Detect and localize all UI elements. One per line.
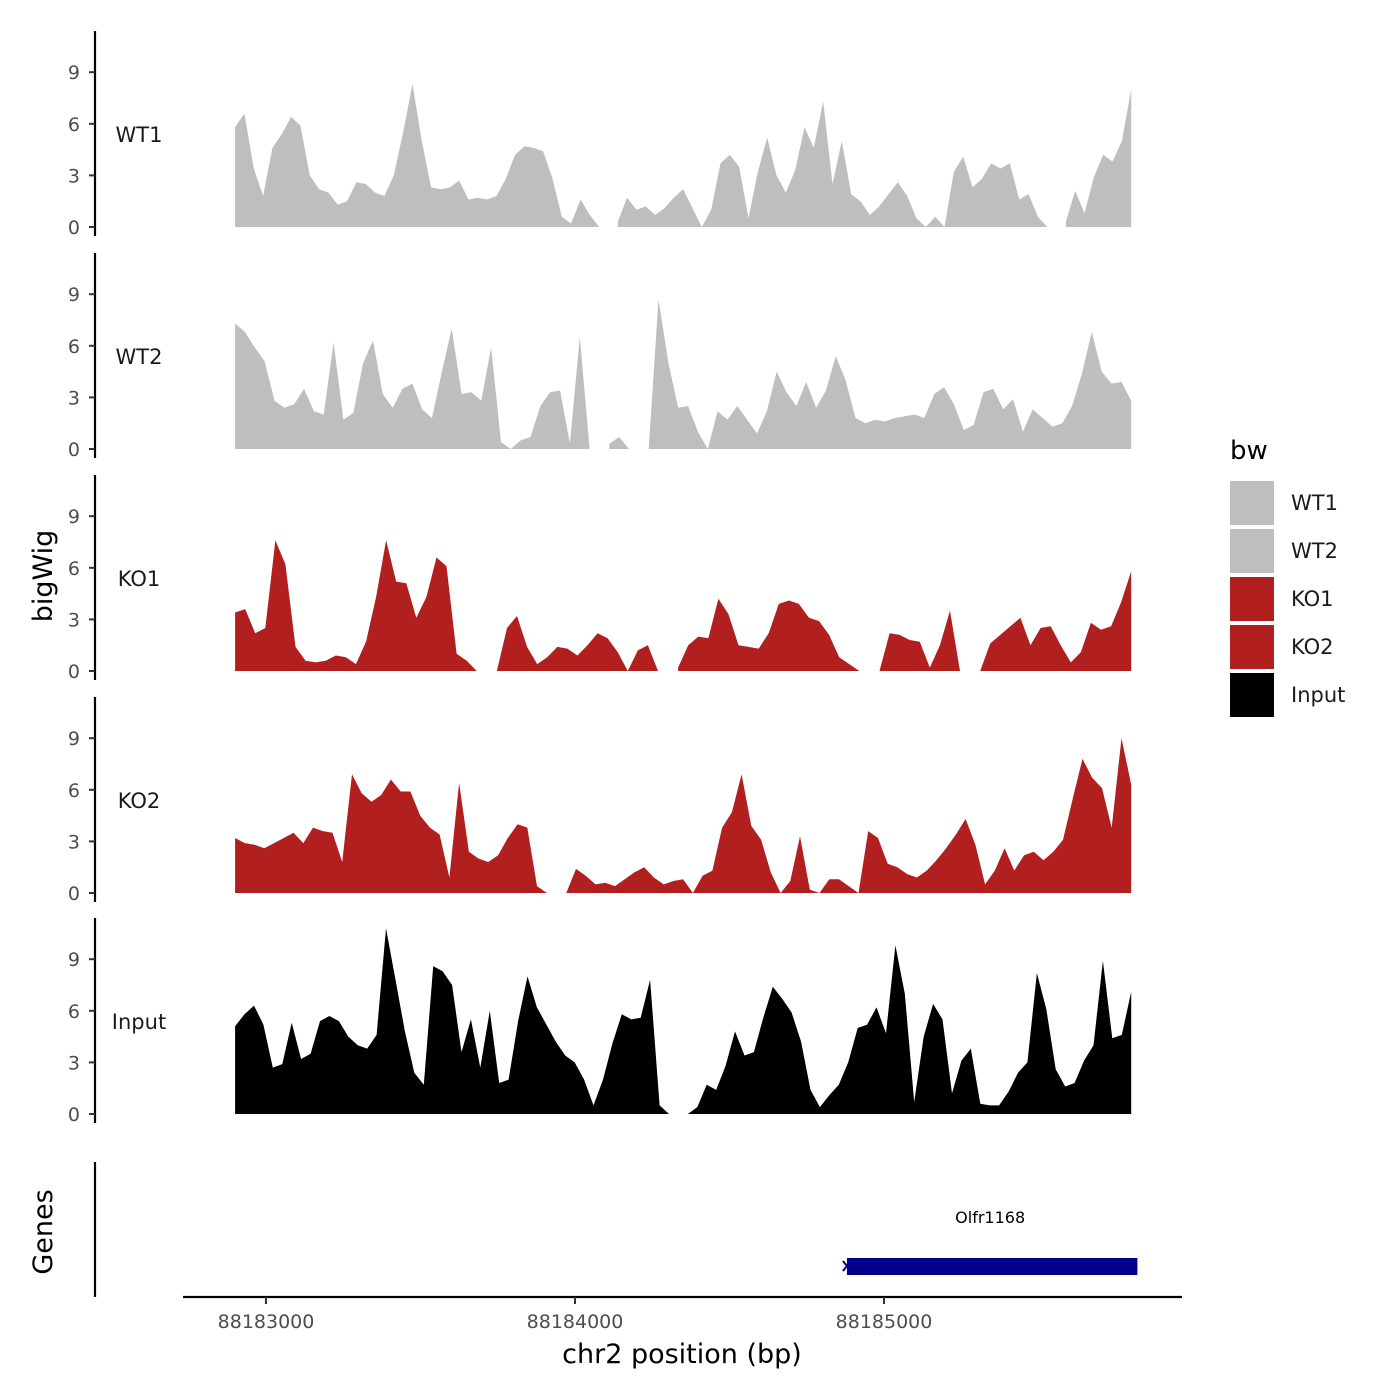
track-label: KO1: [118, 567, 161, 591]
y-tick-label: 3: [68, 609, 80, 631]
legend-swatch: [1230, 481, 1274, 525]
track-wt2: 0 3 6 9 WT2: [68, 253, 1132, 461]
coverage-area-ko2: [566, 738, 1132, 893]
strand-marker-icon: [842, 1260, 852, 1272]
legend-swatch: [1230, 673, 1274, 717]
coverage-area-ko1: [496, 616, 658, 671]
coverage-area-ko1: [235, 540, 477, 671]
legend-swatch: [1230, 625, 1274, 669]
track-label: WT1: [116, 123, 163, 147]
track-wt1: 0 3 6 9 WT1: [68, 31, 1132, 239]
legend: bw WT1 WT2 KO1 KO2 Input: [1230, 436, 1345, 717]
coverage-area-input: [687, 945, 1132, 1114]
y-tick-label: 3: [68, 165, 80, 187]
legend-label: WT1: [1291, 491, 1338, 515]
legend-item-ko1: KO1: [1230, 577, 1334, 621]
coverage-area-ko1: [678, 598, 860, 671]
y-tick-label: 9: [68, 506, 80, 528]
legend-item-wt2: WT2: [1230, 529, 1338, 573]
y-tick-label: 6: [68, 780, 80, 802]
y-tick-label: 9: [68, 62, 80, 84]
y-tick-label: 3: [68, 387, 80, 409]
y-tick-label: 0: [68, 439, 80, 461]
legend-label: KO1: [1291, 587, 1334, 611]
y-tick-label: 6: [68, 558, 80, 580]
y-tick-label: 6: [68, 114, 80, 136]
legend-label: WT2: [1291, 539, 1338, 563]
coverage-area-wt2: [648, 299, 1132, 449]
y-tick-label: 9: [68, 284, 80, 306]
x-axis-title: chr2 position (bp): [562, 1339, 802, 1370]
y-tick-label: 0: [68, 661, 80, 683]
legend-swatch: [1230, 577, 1274, 621]
gene-label: Olfr1168: [955, 1208, 1025, 1227]
gene-olfr1168: Olfr1168: [842, 1208, 1138, 1275]
track-label: Input: [112, 1010, 166, 1034]
track-input: 0 3 6 9 Input: [68, 918, 1132, 1126]
y-tick-label: 9: [68, 949, 80, 971]
coverage-area-ko1: [980, 571, 1132, 671]
y-tick-label: 6: [68, 1001, 80, 1023]
y-tick-label: 0: [68, 217, 80, 239]
y-axis-title: bigWig: [28, 530, 59, 623]
coverage-area-wt2: [235, 323, 590, 449]
y-tick-label: 9: [68, 728, 80, 750]
coverage-area-wt2: [609, 437, 629, 449]
x-tick-label: 88185000: [836, 1311, 933, 1333]
gene-body: [846, 1258, 1138, 1275]
x-tick-label: 88184000: [527, 1311, 624, 1333]
x-axis: 88183000 88184000 88185000: [183, 1295, 1182, 1333]
legend-title: bw: [1230, 436, 1268, 466]
legend-item-ko2: KO2: [1230, 625, 1334, 669]
track-label: KO2: [118, 789, 161, 813]
y-tick-label: 3: [68, 831, 80, 853]
bigwig-tracks: 0 3 6 9 WT1 0 3 6 9 WT2 0 3 6 9 KO1 0 3 6 9 KO2 0 3 6 9 Input: [68, 31, 1132, 1126]
track-label: WT2: [116, 345, 163, 369]
y-tick-label: 3: [68, 1052, 80, 1074]
legend-item-input: Input: [1230, 673, 1345, 717]
legend-label: Input: [1291, 683, 1345, 707]
y-tick-label: 6: [68, 336, 80, 358]
legend-label: KO2: [1291, 635, 1334, 659]
y-tick-label: 0: [68, 883, 80, 905]
track-ko1: 0 3 6 9 KO1: [68, 475, 1132, 683]
genes-panel: Olfr1168: [93, 1162, 1138, 1297]
genes-axis-title: Genes: [28, 1189, 59, 1274]
coverage-area-wt1: [617, 101, 1048, 227]
coverage-area-wt1: [1065, 89, 1132, 228]
y-tick-label: 0: [68, 1104, 80, 1126]
legend-item-wt1: WT1: [1230, 481, 1338, 525]
coverage-area-ko2: [235, 774, 547, 893]
coverage-area-wt1: [235, 84, 600, 227]
coverage-area-input: [235, 928, 669, 1114]
coverage-area-ko1: [879, 610, 960, 671]
track-ko2: 0 3 6 9 KO2: [68, 697, 1132, 905]
x-tick-label: 88183000: [218, 1311, 315, 1333]
legend-swatch: [1230, 529, 1274, 573]
